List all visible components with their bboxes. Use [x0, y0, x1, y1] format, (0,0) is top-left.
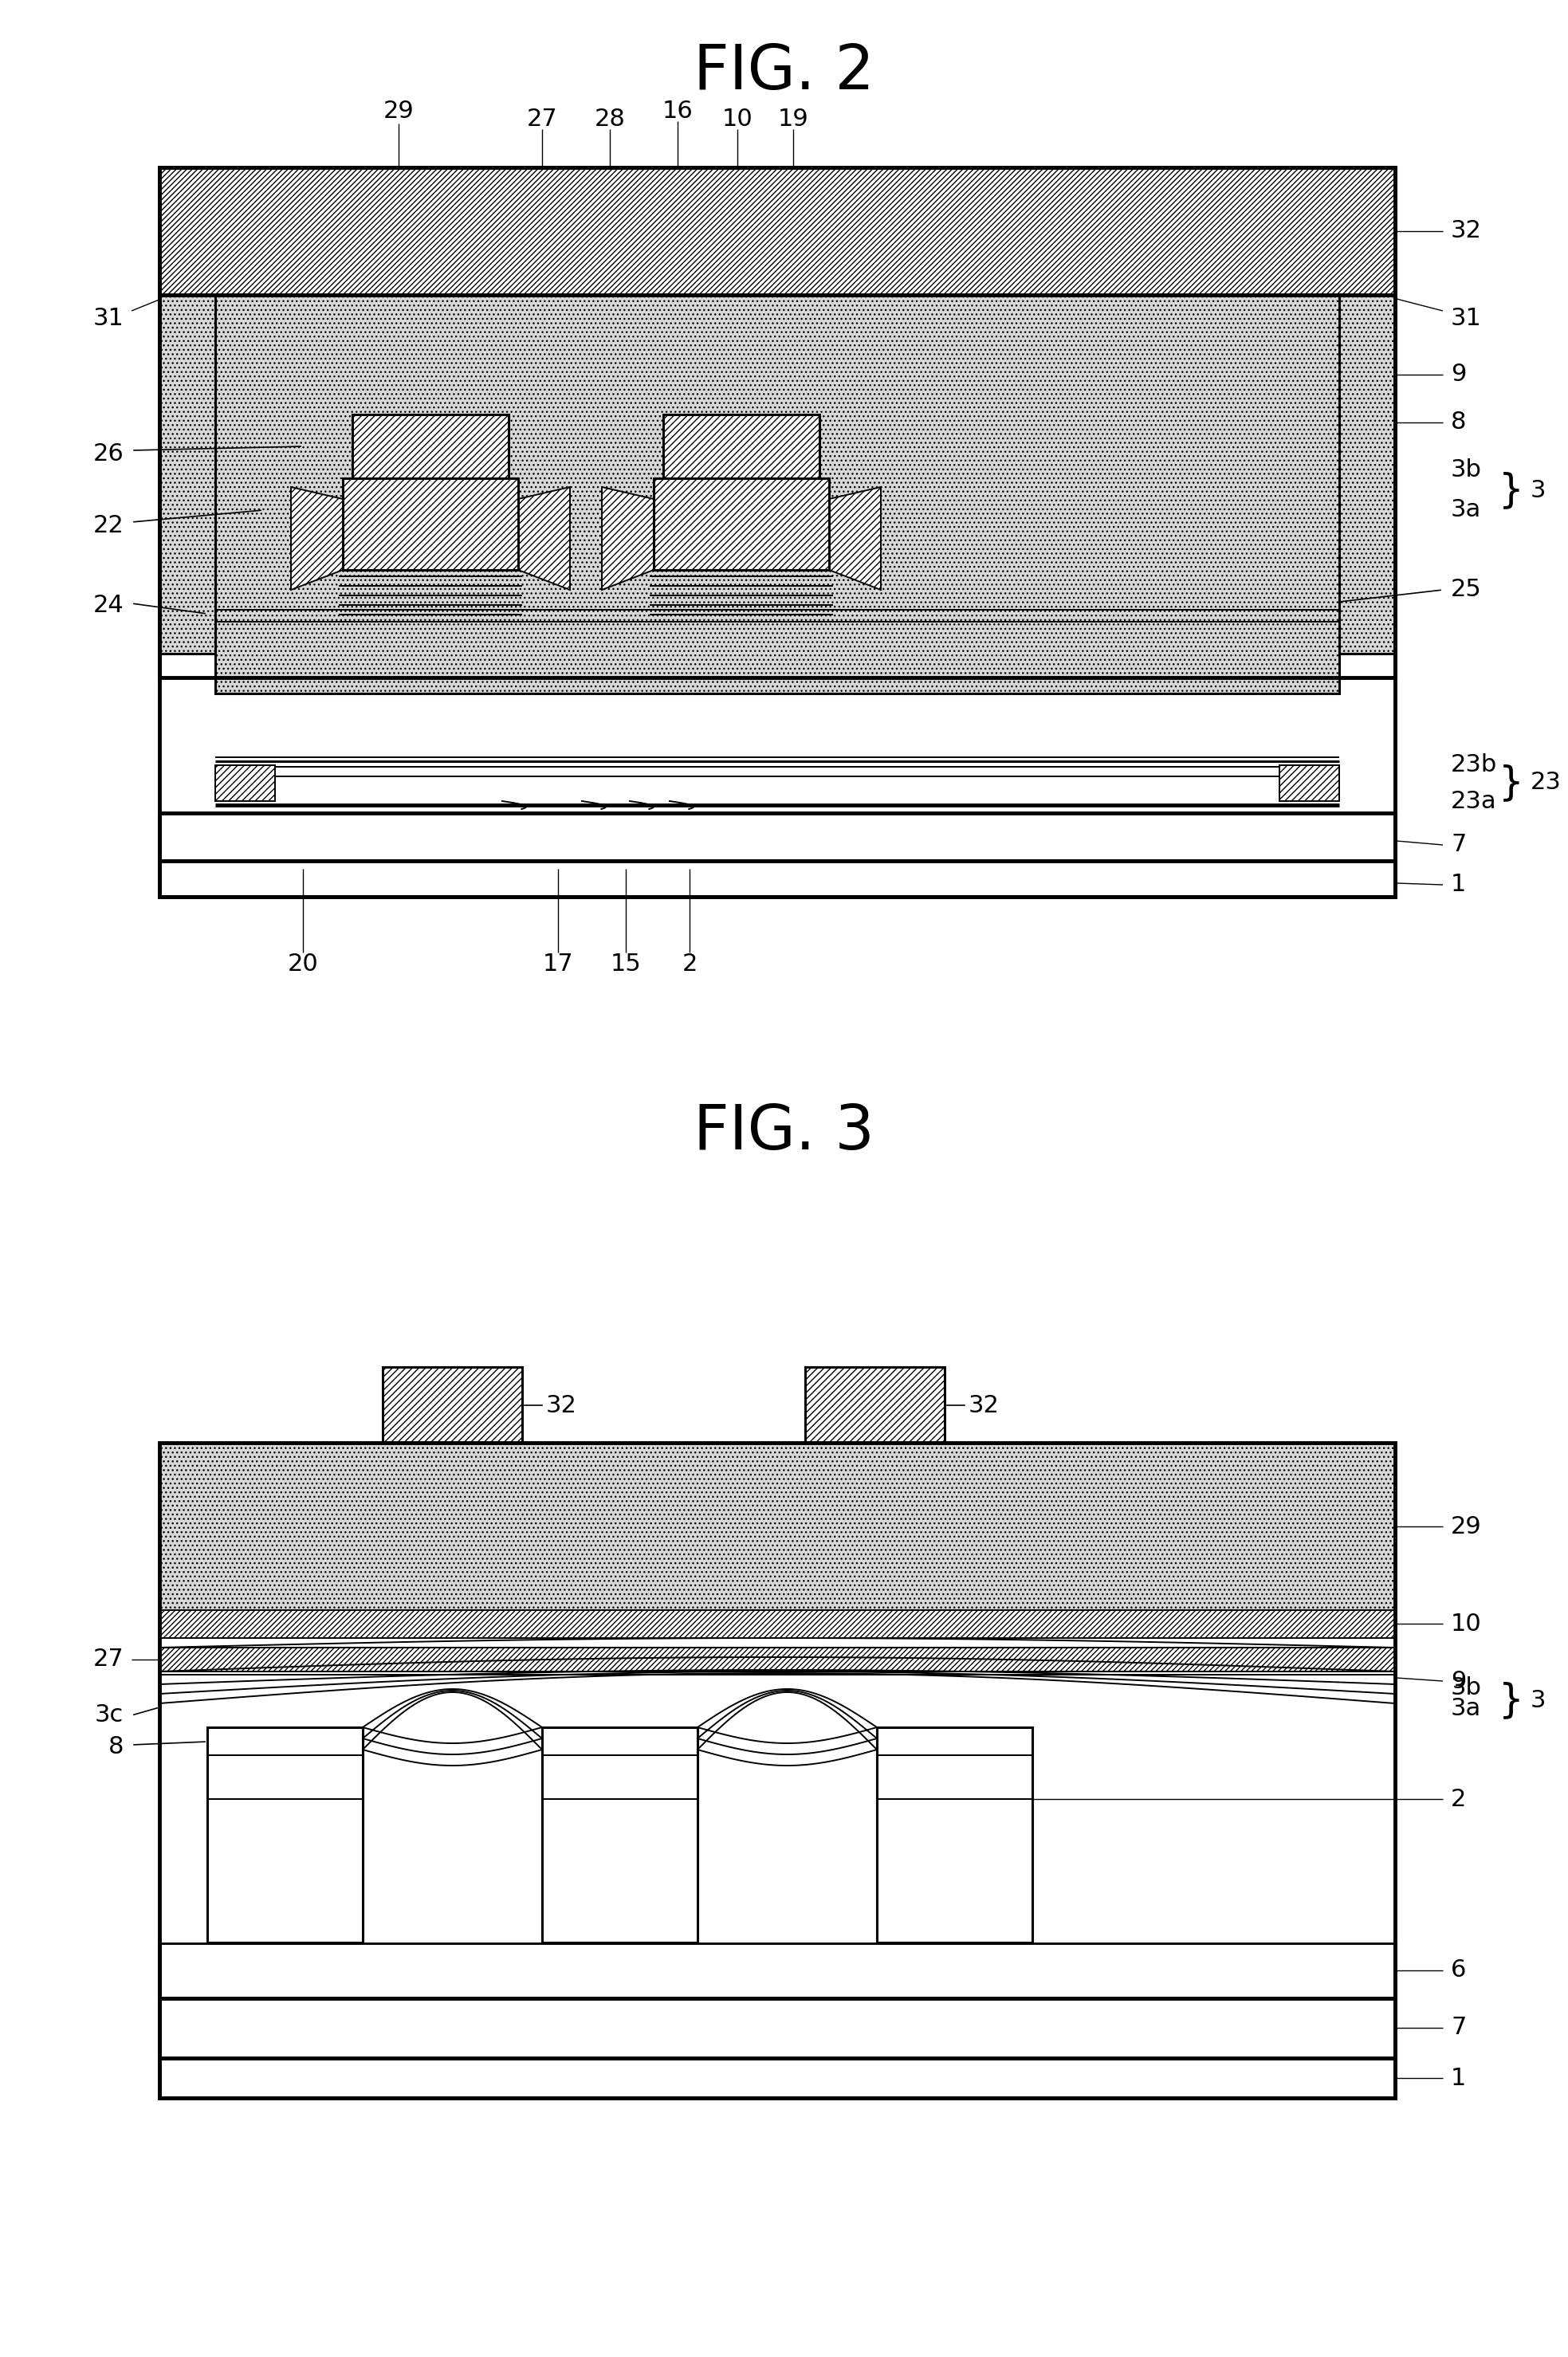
Bar [160, 167, 1396, 676]
Text: 23: 23 [1530, 771, 1562, 794]
Bar [215, 766, 274, 801]
Bar [654, 478, 829, 570]
Text: 3c: 3c [94, 1704, 124, 1728]
Text: 24: 24 [93, 594, 124, 618]
Text: 3a: 3a [1450, 1697, 1482, 1721]
Text: 1: 1 [1450, 872, 1466, 896]
Bar [160, 860, 1396, 896]
Bar [160, 167, 1396, 896]
Text: 6: 6 [1450, 1959, 1466, 1982]
Text: 17: 17 [543, 952, 574, 976]
Text: 25: 25 [1450, 577, 1482, 601]
Text: }: } [1499, 1681, 1524, 1718]
Text: 3b: 3b [1450, 460, 1482, 481]
Text: 22: 22 [93, 514, 124, 537]
Text: 3: 3 [1530, 478, 1546, 502]
Text: 9: 9 [1450, 1669, 1466, 1692]
Text: 23b: 23b [1450, 754, 1497, 778]
Text: 27: 27 [93, 1648, 124, 1671]
Text: 16: 16 [662, 99, 693, 123]
Text: 31: 31 [93, 306, 124, 330]
Text: 10: 10 [1450, 1612, 1482, 1636]
Bar [160, 295, 215, 653]
Text: }: } [1499, 764, 1524, 801]
Text: 2: 2 [1450, 1787, 1466, 1810]
Bar [160, 1942, 1396, 1999]
Bar [160, 1442, 1396, 2098]
Bar [160, 2058, 1396, 2098]
Bar [543, 1728, 698, 1942]
Bar [353, 415, 508, 478]
Bar [207, 1728, 362, 1942]
Text: 27: 27 [527, 108, 558, 132]
Bar [877, 1728, 1032, 1942]
Bar [160, 1728, 1396, 1942]
Polygon shape [292, 488, 343, 589]
Text: 8: 8 [108, 1735, 124, 1758]
Bar [215, 295, 1339, 693]
Bar [160, 1648, 1396, 1671]
Text: 29: 29 [383, 99, 414, 123]
Text: 31: 31 [1450, 306, 1482, 330]
Bar [663, 415, 820, 478]
Text: 3b: 3b [1450, 1676, 1482, 1699]
Bar [207, 1728, 362, 1942]
Text: 7: 7 [1450, 2015, 1466, 2039]
Text: 26: 26 [93, 443, 124, 467]
Polygon shape [602, 488, 654, 589]
Text: 23a: 23a [1450, 790, 1497, 813]
Bar [160, 1999, 1396, 2058]
Text: 15: 15 [610, 952, 641, 976]
Text: 3a: 3a [1450, 500, 1482, 521]
Text: FIG. 2: FIG. 2 [693, 42, 873, 101]
Bar [1279, 766, 1339, 801]
Text: 1: 1 [1450, 2067, 1466, 2091]
Bar [383, 1367, 522, 1442]
Text: 32: 32 [969, 1393, 999, 1417]
Bar [160, 167, 1396, 295]
Text: 29: 29 [1450, 1516, 1482, 1539]
Text: 20: 20 [287, 952, 318, 976]
Bar [160, 1442, 1396, 1610]
Bar [343, 478, 517, 570]
Bar [877, 1728, 1032, 1942]
Text: 9: 9 [1450, 363, 1466, 387]
Text: 2: 2 [682, 952, 698, 976]
Polygon shape [517, 488, 569, 589]
Bar [1339, 295, 1396, 653]
Bar [160, 813, 1396, 860]
Bar [804, 1367, 944, 1442]
Text: }: } [1499, 471, 1524, 509]
Text: 19: 19 [778, 108, 809, 132]
Text: 28: 28 [594, 108, 626, 132]
Text: 8: 8 [1450, 410, 1466, 434]
Text: 3: 3 [1530, 1688, 1546, 1711]
Text: 10: 10 [721, 108, 753, 132]
Text: 7: 7 [1450, 834, 1466, 856]
Bar [543, 1728, 698, 1942]
Text: FIG. 3: FIG. 3 [693, 1101, 873, 1162]
Bar [160, 1610, 1396, 1638]
Text: 32: 32 [1450, 219, 1482, 243]
Polygon shape [829, 488, 881, 589]
Text: 32: 32 [546, 1393, 577, 1417]
